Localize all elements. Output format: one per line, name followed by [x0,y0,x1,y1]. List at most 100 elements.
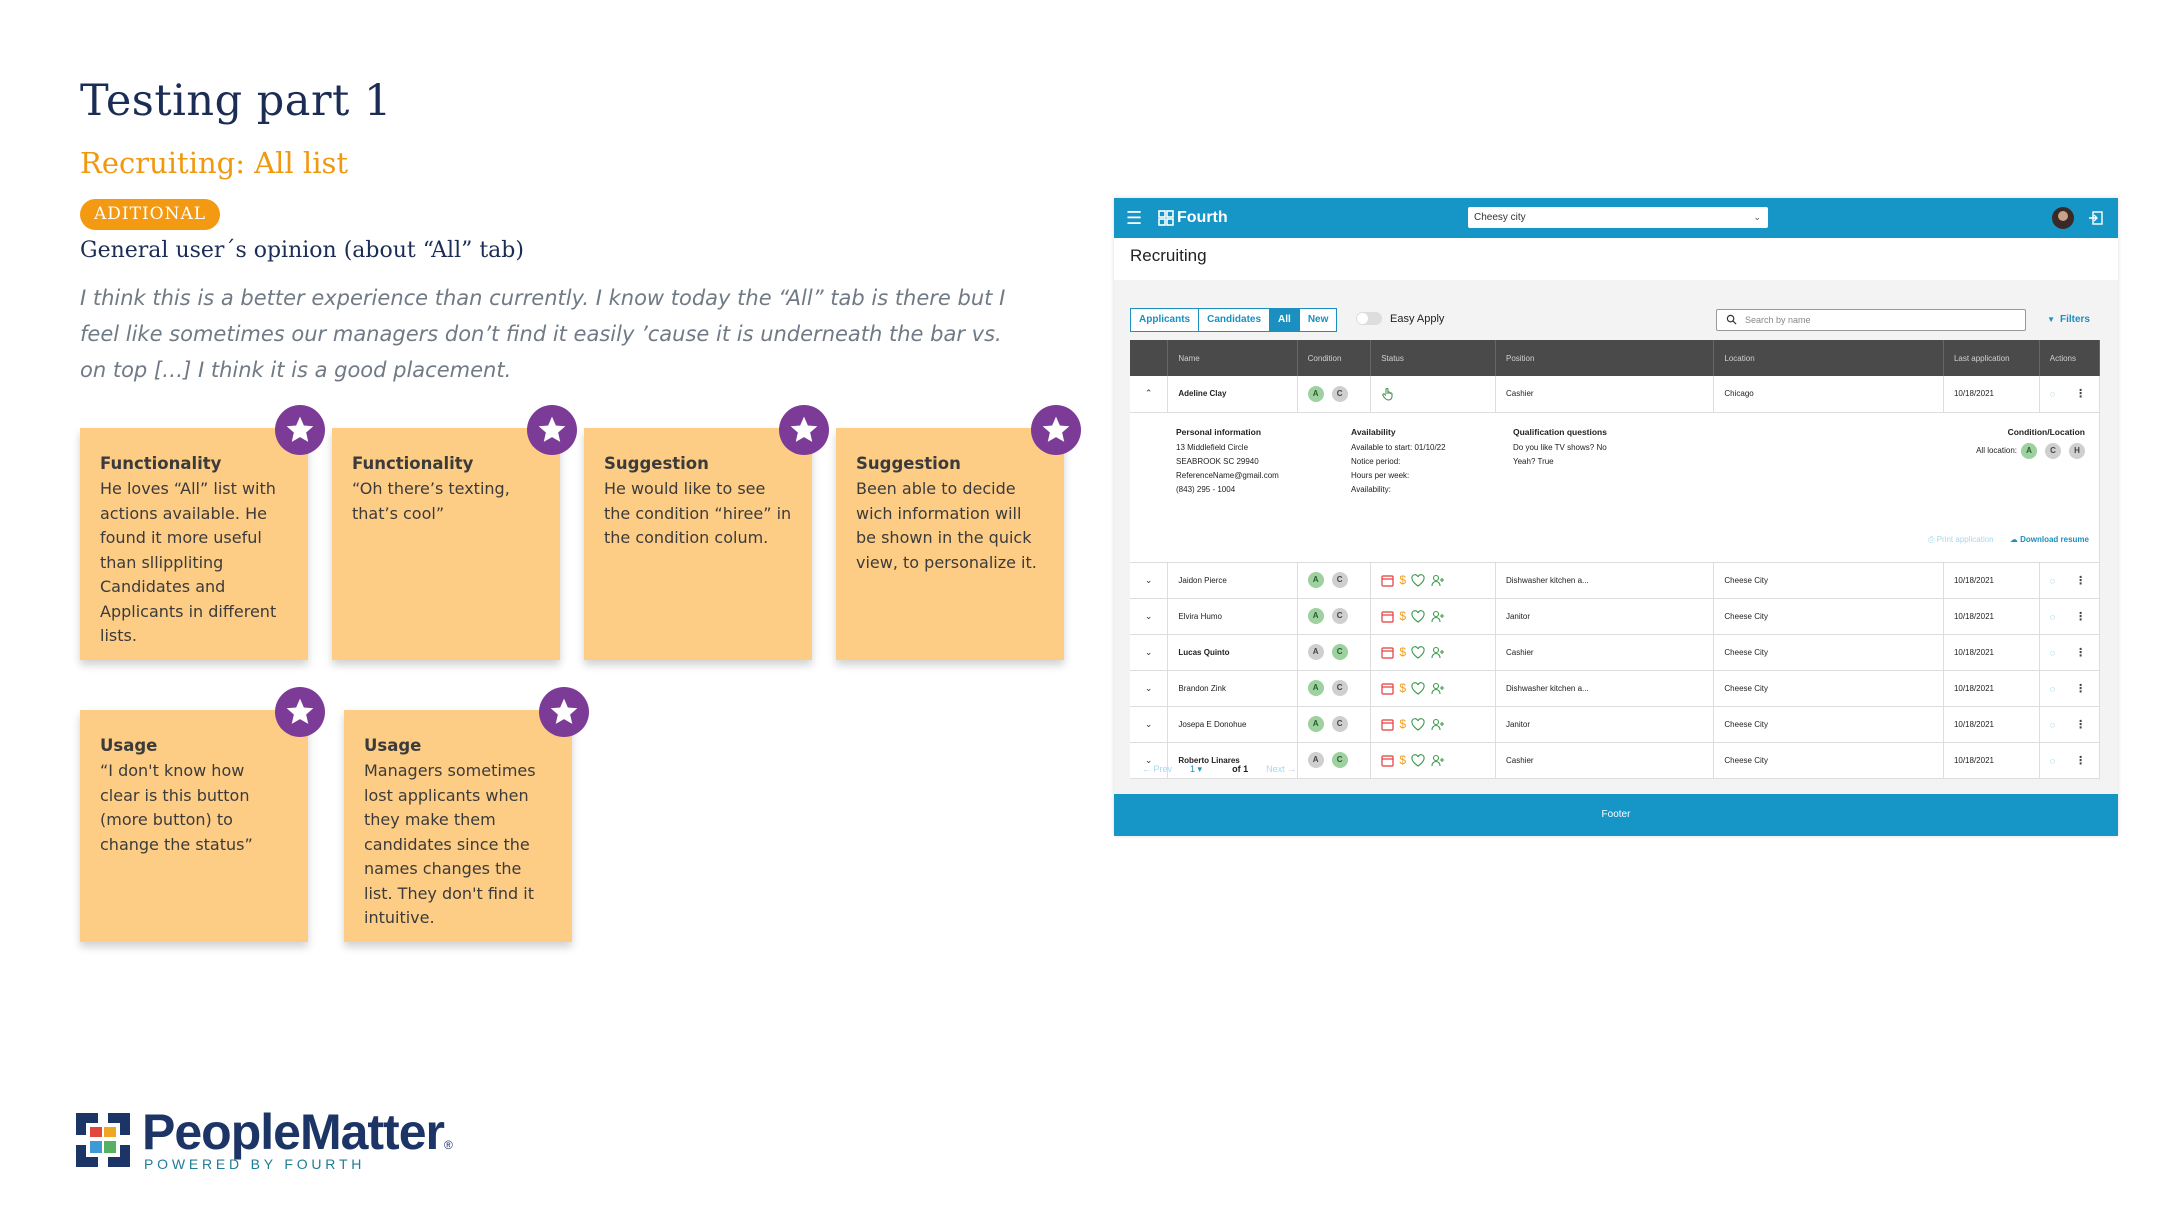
dollar-icon[interactable]: $ [1399,681,1407,695]
personal-info-title: Personal information [1176,426,1262,437]
applicant-name[interactable]: Roberto Linares [1167,742,1298,779]
more-icon[interactable]: ⋮ [2075,682,2087,695]
heart-icon[interactable] [1411,681,1425,695]
add-user-icon[interactable] [1431,718,1445,731]
hand-pointer-icon[interactable] [1381,387,1395,401]
dollar-icon[interactable]: $ [1399,573,1407,587]
search-input[interactable]: Search by name [1716,309,2026,331]
dollar-icon[interactable]: $ [1399,753,1407,767]
message-icon[interactable]: ◌ [2049,683,2056,694]
col-condition[interactable]: Condition [1297,340,1372,376]
print-application-link[interactable]: ⎙ Print application [1928,534,1994,544]
add-user-icon[interactable] [1431,682,1445,695]
expand-chevron-icon[interactable]: ⌄ [1130,634,1169,671]
message-icon[interactable]: ◌ [2049,647,2056,658]
expand-chevron-icon[interactable]: ⌄ [1130,706,1169,743]
position-cell: Cashier [1495,376,1715,413]
heart-icon[interactable] [1411,717,1425,731]
add-user-icon[interactable] [1431,574,1445,587]
message-icon[interactable]: ◌ [2049,611,2056,622]
detail-cell: Personal information 13 Middlefield Circ… [1130,412,2100,563]
applicant-name[interactable]: Brandon Zink [1167,670,1298,707]
next-button[interactable]: Next → [1266,764,1297,774]
more-icon[interactable]: ⋮ [2075,646,2087,659]
col-name[interactable]: Name [1167,340,1298,376]
dollar-icon[interactable]: $ [1399,609,1407,623]
dollar-icon[interactable]: $ [1399,717,1407,731]
condition-h-chip[interactable]: H [2069,442,2085,459]
col-location[interactable]: Location [1713,340,1944,376]
note-title: Suggestion [604,454,709,473]
page-select[interactable]: 1 ▾ [1190,764,1203,774]
heart-icon[interactable] [1411,609,1425,623]
calendar-icon[interactable] [1381,682,1394,695]
date-cell: 10/18/2021 [1943,742,2040,779]
condition-c-chip[interactable]: C [2045,442,2061,459]
calendar-icon[interactable] [1381,610,1394,623]
applicant-name[interactable]: Jaidon Pierce [1167,562,1298,599]
note-card: Functionality “Oh there’s texting, that’… [332,428,560,660]
easy-apply-toggle[interactable] [1356,312,1382,325]
more-icon[interactable]: ⋮ [2075,610,2087,623]
expand-chevron-icon[interactable]: ⌄ [1130,598,1169,635]
add-user-icon[interactable] [1431,754,1445,767]
applicant-name[interactable]: Lucas Quinto [1167,634,1298,671]
expand-chevron-icon[interactable]: ⌄ [1130,742,1169,779]
logout-icon[interactable] [2088,210,2104,226]
tab-all[interactable]: All [1270,309,1300,331]
hamburger-menu-icon[interactable]: ☰ [1126,207,1143,228]
expand-chevron-icon[interactable]: ⌄ [1130,562,1169,599]
additional-badge: ADITIONAL [80,199,221,230]
col-position[interactable]: Position [1495,340,1715,376]
filter-icon: ▼ [2047,315,2055,324]
heart-icon[interactable] [1411,645,1425,659]
filters-button[interactable]: ▼ Filters [2047,314,2090,325]
more-icon[interactable]: ⋮ [2075,718,2087,731]
heart-icon[interactable] [1411,753,1425,767]
applicant-name[interactable]: Elvira Humo [1167,598,1298,635]
applicant-name[interactable]: Josepa E Donohue [1167,706,1298,743]
collapse-chevron-icon[interactable]: ⌃ [1130,376,1169,413]
add-user-icon[interactable] [1431,610,1445,623]
download-resume-link[interactable]: ☁ Download resume [2009,534,2089,544]
recruiting-content: Applicants Candidates All New Easy Apply… [1114,296,2118,830]
more-icon[interactable]: ⋮ [2075,754,2087,767]
tab-new[interactable]: New [1307,314,1329,325]
message-icon[interactable]: ◌ [2049,719,2056,730]
prev-button[interactable]: ← Prev [1142,764,1173,774]
message-icon[interactable]: ◌ [2049,389,2056,400]
message-icon[interactable]: ◌ [2049,755,2056,766]
col-last-application[interactable]: Last application [1943,340,2040,376]
site-select[interactable]: Cheesy city ⌄ [1468,207,1768,228]
heart-icon[interactable] [1411,573,1425,587]
dollar-icon[interactable]: $ [1399,645,1407,659]
add-user-icon[interactable] [1431,646,1445,659]
actions-cell: ◌ ⋮ [2039,742,2101,779]
tab-candidates[interactable]: Candidates [1199,309,1271,331]
more-icon[interactable]: ⋮ [2075,574,2087,587]
calendar-icon[interactable] [1381,718,1394,731]
avatar[interactable] [2052,207,2074,229]
condition-a-chip[interactable]: A [2021,442,2037,459]
col-status[interactable]: Status [1370,340,1496,376]
applicant-name[interactable]: Adeline Clay [1167,376,1298,413]
brand[interactable]: Fourth [1158,209,1228,227]
condition-c-chip: C [1331,752,1348,768]
condition-c-chip: C [1331,716,1348,732]
message-icon[interactable]: ◌ [2049,575,2056,586]
more-icon[interactable]: ⋮ [2075,388,2087,401]
calendar-icon[interactable] [1381,574,1394,587]
tab-applicants[interactable]: Applicants [1131,309,1200,331]
note-body: Managers sometimes lost applicants when … [364,761,536,927]
expand-chevron-icon[interactable]: ⌄ [1130,670,1169,707]
calendar-icon[interactable] [1381,646,1394,659]
calendar-icon[interactable] [1381,754,1394,767]
